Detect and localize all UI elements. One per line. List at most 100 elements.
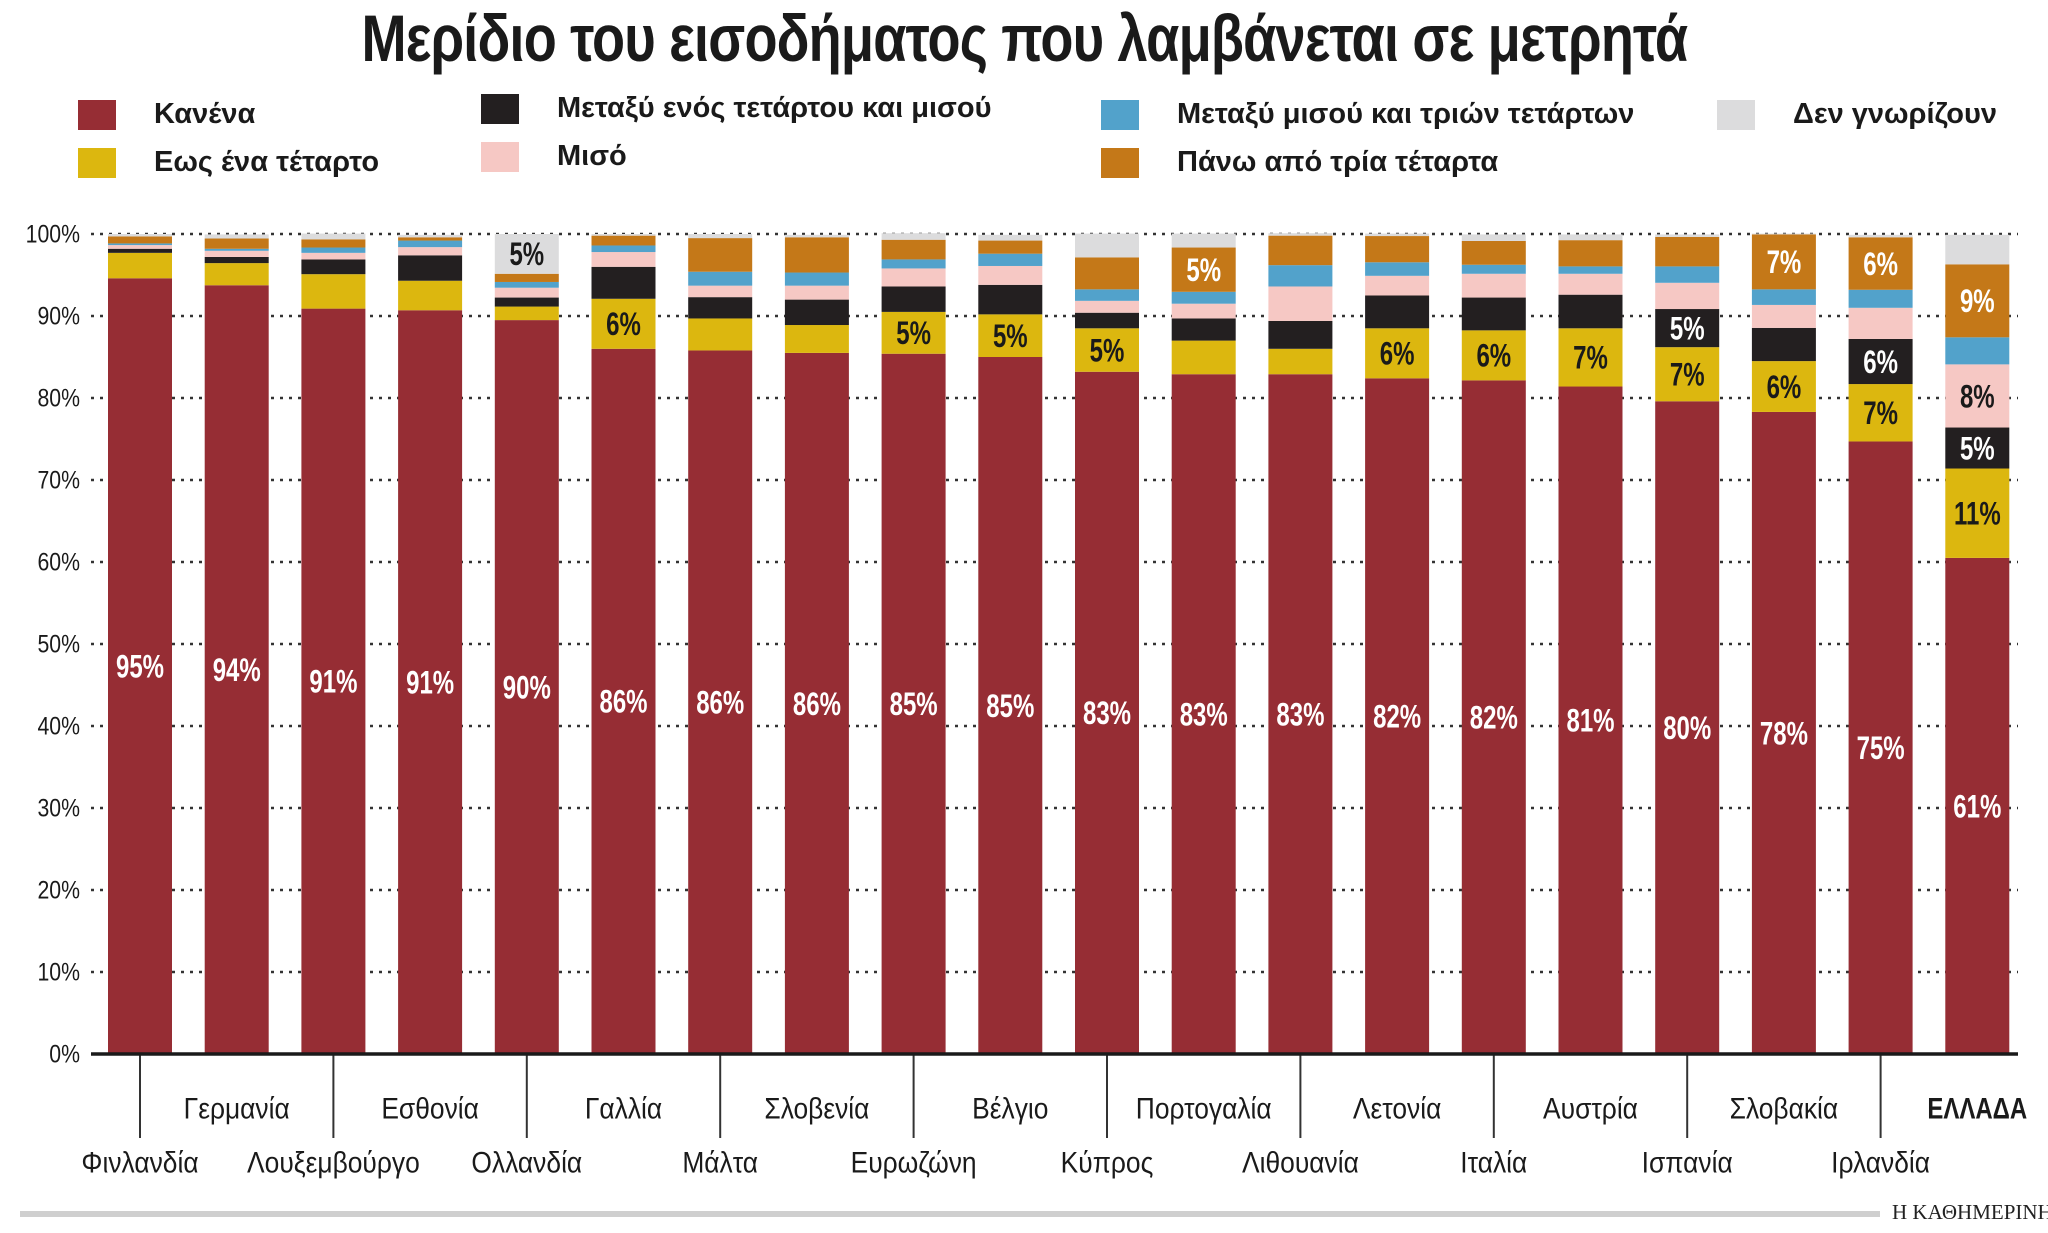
bar-segment [1461, 234, 1526, 241]
bar-segment [688, 234, 753, 239]
bar-segment [204, 248, 269, 251]
bar-segment [1268, 233, 1333, 236]
data-label: 7% [1767, 244, 1802, 280]
bar-segment [301, 308, 366, 1054]
legend-swatch [1101, 99, 1139, 130]
bar-segment [108, 236, 172, 244]
bar-segment [1751, 304, 1816, 328]
bar-segment [978, 357, 1043, 1054]
data-label: 94% [213, 652, 261, 688]
bar-segment [301, 233, 366, 240]
legend-swatch [481, 141, 519, 172]
bar-segment [978, 265, 1043, 285]
data-label: 6% [1863, 245, 1898, 281]
x-tick-label: Γερμανία [184, 1091, 290, 1125]
y-tick-label: 80% [37, 384, 80, 412]
bar-segment [784, 299, 849, 326]
bar-segment [1268, 265, 1333, 287]
bar-segment [301, 274, 366, 309]
legend-label: Κανένα [154, 98, 256, 130]
bar-segment [301, 259, 366, 275]
bar-segment [1075, 371, 1139, 1054]
bar-segment [1075, 300, 1139, 313]
legend-label: Εως ένα τέταρτο [154, 146, 380, 178]
bar-segment [1751, 411, 1816, 1054]
data-label: 86% [599, 683, 647, 719]
data-label: 7% [1573, 339, 1608, 375]
data-label: 5% [1670, 310, 1705, 346]
x-tick-label: Εσθονία [381, 1091, 479, 1125]
bar-segment [204, 250, 269, 257]
legend-label: Δεν γνωρίζουν [1793, 98, 1997, 130]
x-tick-label: Βέλγιο [972, 1091, 1048, 1125]
bar-segment [881, 268, 946, 287]
bar-segment [494, 234, 559, 274]
bar-segment [1848, 234, 1913, 238]
bar-segment [494, 273, 559, 282]
bar-segment [1365, 262, 1430, 276]
bar-segment [1171, 233, 1236, 248]
bar-segment [108, 278, 172, 1054]
y-tick-label: 70% [37, 466, 80, 494]
bar-segment [881, 233, 946, 240]
bar-segment [301, 239, 366, 248]
bar-segment [1365, 295, 1430, 329]
bar-segment [1655, 234, 1720, 237]
x-tick-label: Σλοβενία [764, 1091, 869, 1125]
legend-item: Δεν γνωρίζουν [1717, 98, 1997, 131]
data-label: 7% [1670, 356, 1705, 392]
bar-segment [1075, 257, 1139, 290]
bar-segment [494, 287, 559, 298]
bar-segment [591, 252, 656, 267]
bar-segment [1268, 374, 1333, 1055]
publisher-logo: Η ΚΑΘΗΜΕΡΙΝΗ [1892, 1200, 2048, 1224]
data-label: 75% [1857, 730, 1905, 766]
data-label: 82% [1470, 699, 1518, 735]
bar-segment [494, 281, 559, 288]
y-tick-label: 20% [37, 876, 80, 904]
bar-segment [978, 253, 1043, 266]
bar-segment [494, 320, 559, 1055]
bar-segment [494, 306, 559, 321]
x-tick-label: Λετονία [1353, 1091, 1441, 1125]
bar-segment [1945, 468, 2010, 558]
x-tick-label: Αυστρία [1543, 1091, 1638, 1125]
bar-segment [1558, 240, 1623, 267]
bar-segment [204, 263, 269, 286]
legend-item: Μεταξύ ενός τετάρτου και μισού [481, 92, 991, 125]
bar-segment [1655, 282, 1720, 310]
bar-segment [398, 247, 463, 256]
bar-segment [784, 272, 849, 286]
bar-segment [978, 284, 1043, 315]
y-tick-label: 60% [37, 548, 80, 576]
bar-segment [1655, 401, 1720, 1054]
bar-segment [1848, 338, 1913, 385]
bar-segment [301, 252, 366, 260]
data-label: 81% [1566, 702, 1614, 738]
bar-segment [688, 297, 753, 319]
bar-segment [301, 247, 366, 253]
bar-segment [1171, 291, 1236, 304]
chart-title: Μερίδιο του εισοδήματος που λαμβάνεται σ… [361, 1, 1688, 75]
bar-segment [1945, 337, 2010, 365]
bar-segment [1075, 289, 1139, 301]
data-label: 8% [1960, 378, 1995, 414]
bar-segment [204, 238, 269, 249]
bar-segment [204, 256, 269, 264]
bar-segment [1558, 273, 1623, 295]
y-tick-label: 100% [26, 220, 80, 248]
data-label: 78% [1760, 715, 1808, 751]
bar-segment [688, 318, 753, 351]
x-tick-label: Ευρωζώνη [851, 1145, 977, 1179]
bar-segment [1268, 348, 1333, 375]
data-label: 83% [1276, 696, 1324, 732]
bar-segment [591, 298, 656, 349]
data-label: 7% [1863, 395, 1898, 431]
data-label: 91% [406, 664, 454, 700]
x-tick-label: Ιρλανδία [1831, 1145, 1930, 1179]
bar-segment [591, 245, 656, 253]
bar-segment [1365, 233, 1430, 237]
data-label: 5% [1186, 252, 1221, 288]
bar-segment [1268, 235, 1333, 266]
bar-segment [1558, 328, 1623, 387]
